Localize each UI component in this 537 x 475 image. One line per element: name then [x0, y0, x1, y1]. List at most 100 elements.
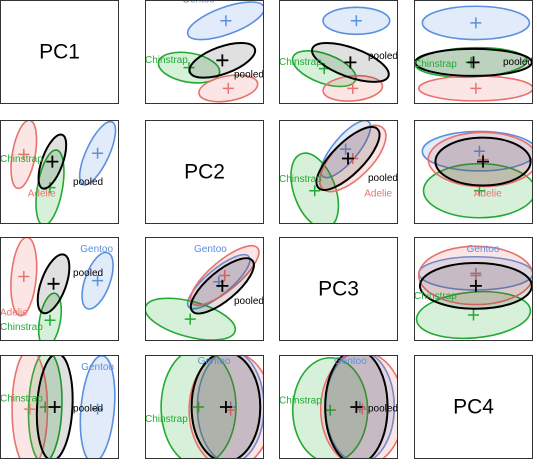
panel-2-3: [415, 245, 533, 340]
centroid-gentoo: [470, 17, 482, 29]
centroid-adelie: [222, 82, 234, 94]
group-label-adelie: Adelie: [346, 458, 374, 469]
group-label-adelie: Adelie: [474, 188, 502, 199]
centroid-pooled: [216, 279, 229, 292]
centroid-adelie: [470, 82, 482, 94]
label-clip: pooled: [503, 57, 533, 68]
label-clip: Chinstrap: [414, 59, 457, 70]
label-clip: Adelie: [0, 308, 28, 319]
panel-0-2: [291, 6, 391, 102]
label-clip: Chinstrap: [279, 57, 322, 68]
label-clip: pooled: [73, 177, 103, 188]
diagonal-label-pc4: PC4: [453, 396, 494, 419]
centroid-pooled: [48, 401, 61, 413]
label-clip: Adelie: [28, 188, 56, 199]
group-label-chinstrap: Chinstrap: [279, 395, 322, 406]
label-clip: Gentoo: [467, 244, 500, 255]
label-clip: Adelie: [0, 458, 28, 469]
label-clip: Chinstrap: [0, 154, 43, 165]
diagonal-label-pc2: PC2: [184, 161, 225, 184]
label-clip: Gentoo: [57, 120, 90, 124]
label-clip: pooled: [368, 51, 398, 62]
label-clip: pooled: [234, 70, 264, 81]
group-label-gentoo: Gentoo: [467, 113, 500, 124]
centroid-chinstrap: [309, 185, 321, 197]
centroid-pooled: [469, 279, 482, 292]
centroid-chinstrap: [193, 401, 205, 413]
centroid-gentoo: [350, 15, 362, 27]
group-label-gentoo: Gentoo: [324, 113, 357, 124]
label-clip: Adelie: [241, 103, 264, 104]
centroid-adelie: [470, 269, 482, 281]
label-clip: pooled: [234, 296, 264, 307]
centroid-chinstrap: [184, 313, 196, 325]
label-clip: Adelie: [364, 188, 392, 199]
panel-border: [279, 0, 398, 104]
group-label-gentoo: Gentoo: [182, 0, 215, 6]
centroid-gentoo: [92, 403, 104, 415]
label-clip: Chinstrap: [279, 395, 322, 406]
group-label-gentoo: Gentoo: [194, 244, 227, 255]
panel-border: [0, 0, 119, 104]
panel-border: [414, 237, 533, 341]
group-label-gentoo: Gentoo: [467, 244, 500, 255]
label-clip: Chinstrap: [414, 291, 457, 302]
panel-1-2: [290, 120, 387, 224]
group-label-chinstrap: Chinstrap: [145, 414, 188, 425]
label-clip: Gentoo: [194, 244, 227, 255]
label-clip: Adelie: [346, 103, 374, 104]
centroid-adelie: [24, 403, 36, 415]
label-clip: pooled: [73, 404, 103, 415]
centroid-adelie: [347, 82, 359, 94]
diagonal-label-pc1: PC1: [39, 41, 80, 64]
group-label-adelie: Adelie: [200, 458, 228, 469]
panel-border: [145, 237, 264, 341]
centroid-pooled: [477, 155, 490, 168]
label-clip: Gentoo: [324, 113, 357, 124]
group-label-chinstrap: Chinstrap: [414, 291, 457, 302]
panel-1-3: [421, 130, 533, 219]
centroid-chinstrap: [468, 309, 479, 321]
group-label-pooled: pooled: [73, 177, 103, 188]
group-label-chinstrap: Chinstrap: [145, 55, 188, 66]
panel-border: [279, 237, 398, 341]
group-label-chinstrap: Chinstrap: [279, 57, 322, 68]
panel-2-1: [145, 244, 260, 341]
centroid-pooled: [219, 401, 232, 413]
panel-3-1: [160, 355, 264, 459]
panel-border: [279, 355, 398, 459]
group-label-adelie: Adelie: [0, 458, 28, 469]
label-clip: Gentoo: [467, 113, 500, 124]
group-label-gentoo: Gentoo: [81, 362, 114, 373]
centroid-gentoo: [92, 275, 104, 287]
group-label-pooled: pooled: [503, 57, 533, 68]
group-label-pooled: pooled: [368, 173, 398, 184]
panel-1-0: [10, 120, 117, 224]
label-clip: Adelie: [474, 188, 502, 199]
group-label-pooled: pooled: [73, 268, 103, 279]
group-label-gentoo: Gentoo: [198, 356, 231, 367]
centroid-gentoo: [220, 15, 232, 27]
label-clip: Chinstrap: [0, 322, 43, 333]
panel-border: [0, 237, 119, 341]
group-label-pooled: pooled: [368, 51, 398, 62]
group-label-chinstrap: Chinstrap: [279, 174, 322, 185]
panel-border: [279, 120, 398, 224]
group-label-chinstrap: Chinstrap: [0, 154, 43, 165]
centroid-gentoo: [473, 145, 485, 157]
centroid-pooled: [47, 277, 60, 290]
centroid-chinstrap: [44, 314, 56, 326]
group-label-chinstrap: Chinstrap: [414, 59, 457, 70]
centroid-gentoo: [92, 147, 104, 159]
diagonal-label-pc3: PC3: [318, 278, 359, 301]
centroid-pooled: [46, 155, 59, 168]
panel-border: [145, 120, 264, 224]
panel-3-0: [11, 355, 116, 459]
group-label-pooled: pooled: [368, 404, 398, 415]
group-label-chinstrap: Chinstrap: [0, 393, 43, 404]
group-label-pooled: pooled: [73, 404, 103, 415]
centroid-pooled: [467, 56, 480, 69]
label-clip: Gentoo: [182, 0, 215, 6]
panel-border: [145, 0, 264, 104]
group-label-adelie: Adelie: [28, 188, 56, 199]
